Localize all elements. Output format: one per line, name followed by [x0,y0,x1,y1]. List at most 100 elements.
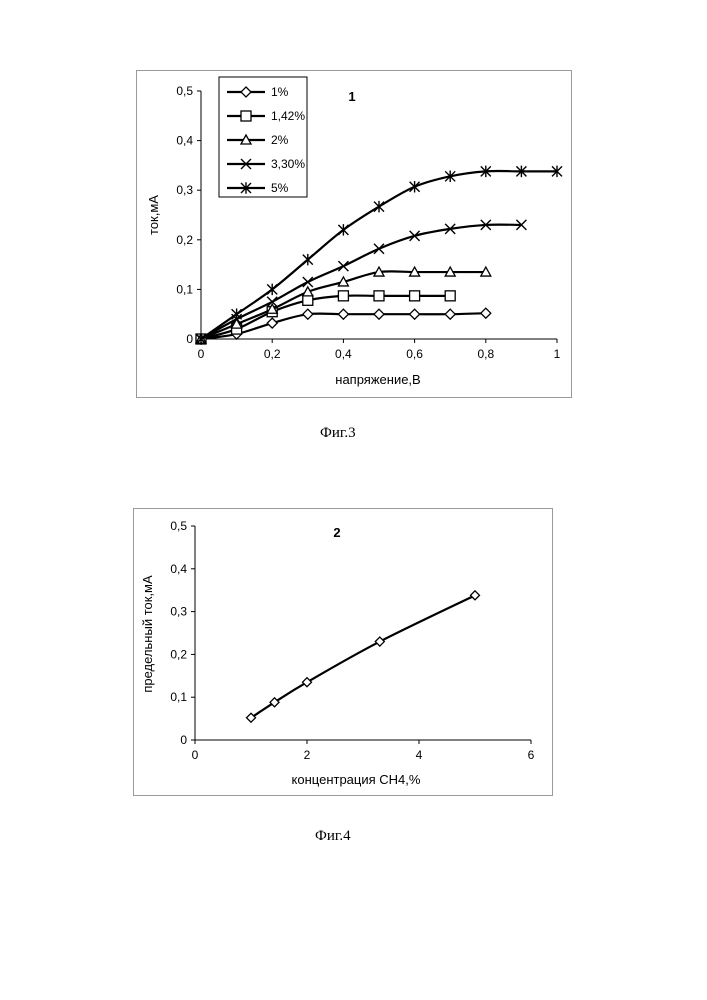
data-point [269,696,280,708]
marker-shape [266,302,279,314]
marker-shape [444,223,456,235]
marker-shape [337,275,350,287]
y-tick-label: 0,1 [170,690,187,704]
data-point [479,265,492,277]
series-1 [245,589,481,724]
y-tick-label: 0 [186,332,193,346]
x-tick-label: 4 [416,748,423,762]
data-point [515,165,527,178]
data-point [301,676,313,688]
data-point [245,712,257,724]
marker-shape [444,308,457,321]
panel-label: 2 [333,525,340,540]
data-point [444,170,456,183]
marker-shape [408,265,421,277]
data-point [480,165,492,178]
marker-shape [373,308,385,321]
data-point [409,230,421,242]
marker-shape [515,219,527,231]
x-axis-title: напряжение,В [335,372,420,387]
y-axis-title: ток,мА [146,195,161,235]
marker-shape [230,317,243,329]
data-point [408,290,421,302]
data-point [337,275,350,287]
x-tick-label: 0,2 [264,347,281,361]
marker-shape [515,165,527,178]
legend-item: 3,30% [227,157,305,171]
marker-shape [480,219,492,231]
series-3 [194,265,492,344]
data-point [337,308,350,321]
y-tick-label: 0,4 [170,562,187,576]
marker-shape [231,308,243,320]
marker-shape [266,296,278,308]
panel-label: 1 [348,89,355,104]
data-point [444,290,456,302]
legend-item: 1% [227,85,289,99]
data-point [230,317,243,329]
marker-shape [240,182,252,194]
y-axis-title: предельный ток,мА [140,575,155,693]
x-tick-label: 0,8 [477,347,494,361]
legend-label: 5% [271,181,289,195]
data-point [469,589,481,601]
marker-shape [301,308,314,321]
x-tick-label: 0 [192,748,199,762]
y-tick-label: 0 [180,733,187,747]
marker-shape [480,165,492,178]
marker-shape [302,276,314,288]
marker-shape [240,110,252,122]
marker-shape [337,290,350,302]
legend-item: 2% [227,133,289,147]
legend-item: 1,42% [227,109,305,123]
y-tick-label: 0,5 [176,84,193,98]
data-point [409,180,421,193]
legend-label: 1,42% [271,109,305,123]
marker-shape [479,307,492,320]
y-tick-label: 0,1 [176,282,193,296]
chart-2-frame [133,508,553,796]
marker-shape [408,290,421,302]
marker-shape [444,170,456,183]
data-point [373,200,385,213]
marker-shape [373,243,385,255]
x-tick-label: 0 [198,347,205,361]
marker-shape [245,712,257,724]
legend-marker [240,110,252,122]
data-point [444,308,457,321]
data-point [515,219,527,231]
y-tick-label: 0,5 [170,519,187,533]
marker-shape [239,133,253,145]
legend-marker [240,182,252,194]
marker-shape [409,230,421,242]
legend-item: 5% [227,181,289,195]
data-point [266,283,278,296]
marker-shape [301,285,314,297]
data-point [373,290,385,302]
y-tick-label: 0,3 [176,183,193,197]
data-point [337,224,349,236]
chart-1-frame [136,70,572,398]
data-point [337,290,350,302]
legend-marker [240,86,252,98]
legend-marker [240,158,252,170]
y-tick-label: 0,2 [176,233,193,247]
data-point [302,276,314,288]
y-tick-label: 0,3 [170,605,187,619]
marker-shape [373,200,385,213]
marker-shape [373,290,385,302]
data-point [373,243,385,255]
marker-shape [195,333,207,345]
data-point [408,265,421,277]
legend: 1% 1,42% 2% 3,30% 5% [218,76,308,198]
marker-shape [444,265,457,277]
data-point [444,265,457,277]
marker-shape [469,589,481,601]
data-point [551,165,563,178]
marker-shape [409,180,421,193]
marker-shape [444,290,456,302]
data-point [302,253,314,266]
marker-shape [337,308,350,321]
